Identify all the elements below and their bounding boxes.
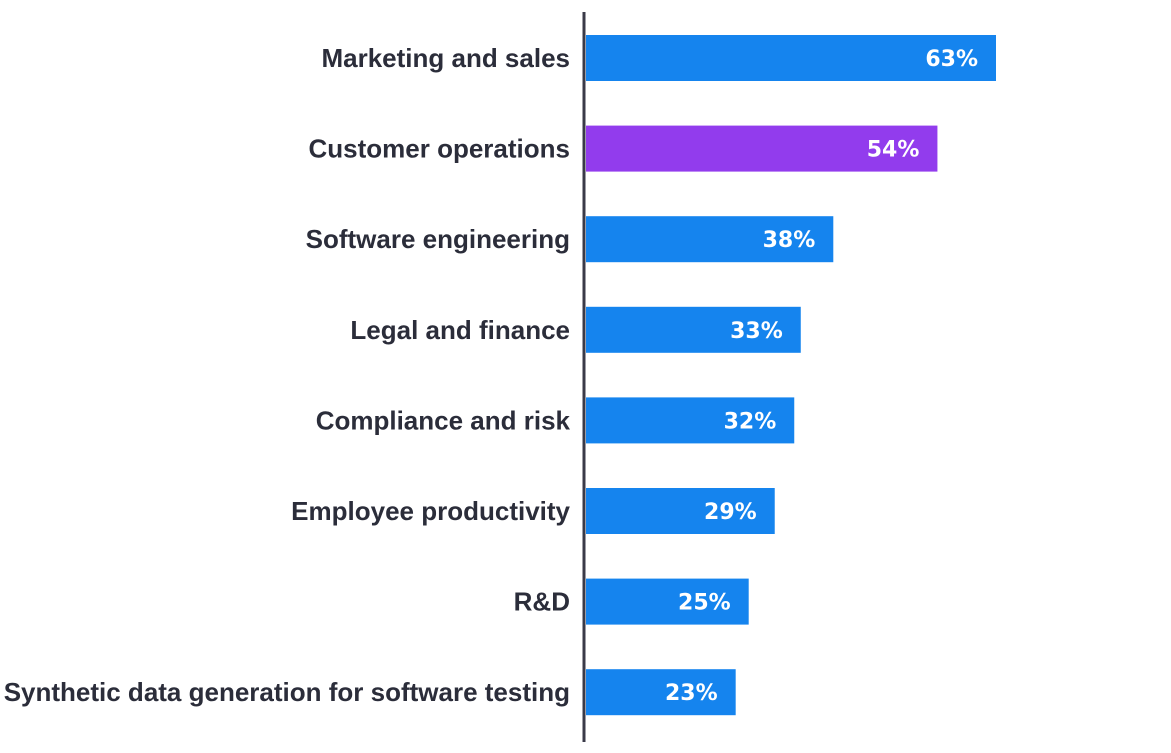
category-label: R&D — [514, 587, 570, 617]
category-label: Legal and finance — [350, 315, 570, 345]
bar — [586, 488, 775, 534]
category-label: Synthetic data generation for software t… — [4, 677, 570, 707]
category-label: Employee productivity — [291, 496, 570, 526]
bar — [586, 35, 996, 81]
category-label: Compliance and risk — [316, 405, 571, 435]
bar — [586, 578, 749, 625]
category-label: Marketing and sales — [321, 43, 570, 73]
category-label: Software engineering — [306, 224, 570, 254]
value-label: 23% — [665, 681, 718, 706]
bar — [586, 125, 938, 172]
value-label: 63% — [925, 47, 978, 72]
value-label: 54% — [867, 138, 920, 163]
value-label: 33% — [730, 319, 783, 344]
value-label: 29% — [704, 500, 757, 525]
bar — [586, 669, 736, 716]
value-label: 38% — [763, 228, 816, 253]
bar — [586, 216, 834, 263]
bar — [586, 397, 795, 444]
value-label: 25% — [678, 591, 731, 616]
bar — [586, 306, 801, 353]
value-label: 32% — [724, 409, 777, 434]
category-label: Customer operations — [309, 134, 571, 164]
